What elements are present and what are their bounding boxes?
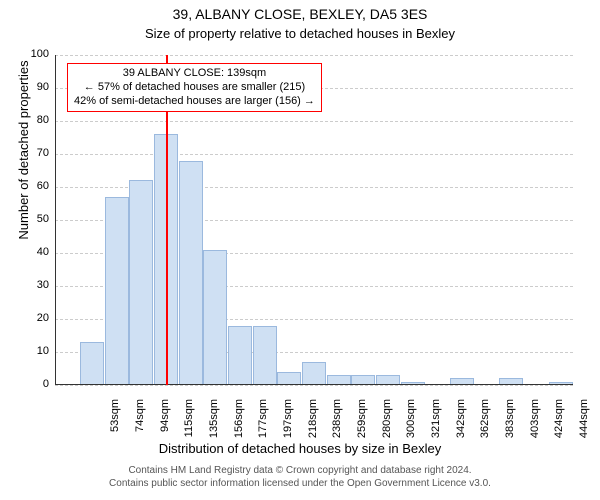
x-axis-line bbox=[55, 384, 573, 385]
histogram-bar bbox=[253, 326, 277, 385]
x-tick-label: 362sqm bbox=[479, 399, 491, 449]
callout-line: 39 ALBANY CLOSE: 139sqm bbox=[74, 67, 315, 81]
x-tick-label: 300sqm bbox=[405, 399, 417, 449]
chart-title: 39, ALBANY CLOSE, BEXLEY, DA5 3ES bbox=[0, 6, 600, 22]
x-tick-label: 53sqm bbox=[109, 399, 121, 449]
x-tick-label: 218sqm bbox=[307, 399, 319, 449]
y-tick-label: 0 bbox=[23, 378, 49, 390]
histogram-bar bbox=[302, 362, 326, 385]
histogram-bar bbox=[80, 342, 104, 385]
x-tick-label: 383sqm bbox=[504, 399, 516, 449]
x-tick-label: 135sqm bbox=[208, 399, 220, 449]
x-tick-label: 238sqm bbox=[331, 399, 343, 449]
x-tick-label: 115sqm bbox=[183, 399, 195, 449]
x-tick-label: 197sqm bbox=[282, 399, 294, 449]
y-tick-label: 30 bbox=[23, 279, 49, 291]
gridline bbox=[55, 385, 573, 386]
callout-line: ← 57% of detached houses are smaller (21… bbox=[74, 81, 315, 95]
x-tick-label: 403sqm bbox=[529, 399, 541, 449]
footer-attribution: Contains HM Land Registry data © Crown c… bbox=[0, 465, 600, 490]
y-tick-label: 10 bbox=[23, 345, 49, 357]
y-tick-label: 100 bbox=[23, 48, 49, 60]
x-tick-label: 280sqm bbox=[381, 399, 393, 449]
y-axis-line bbox=[55, 55, 56, 385]
y-tick-label: 50 bbox=[23, 213, 49, 225]
y-tick-label: 80 bbox=[23, 114, 49, 126]
y-tick-label: 20 bbox=[23, 312, 49, 324]
x-tick-label: 424sqm bbox=[553, 399, 565, 449]
x-tick-label: 321sqm bbox=[430, 399, 442, 449]
x-tick-label: 444sqm bbox=[578, 399, 590, 449]
histogram-bar bbox=[129, 180, 153, 385]
chart-container: 39, ALBANY CLOSE, BEXLEY, DA5 3ES Size o… bbox=[0, 0, 600, 500]
y-tick-label: 40 bbox=[23, 246, 49, 258]
histogram-bar bbox=[228, 326, 252, 385]
x-tick-label: 177sqm bbox=[257, 399, 269, 449]
y-tick-label: 60 bbox=[23, 180, 49, 192]
histogram-bar bbox=[203, 250, 227, 385]
callout-line: 42% of semi-detached houses are larger (… bbox=[74, 95, 315, 109]
gridline bbox=[55, 55, 573, 56]
footer-line: Contains HM Land Registry data © Crown c… bbox=[0, 465, 600, 478]
histogram-bar bbox=[179, 161, 203, 385]
footer-line: Contains public sector information licen… bbox=[0, 478, 600, 491]
x-tick-label: 259sqm bbox=[356, 399, 368, 449]
y-tick-label: 90 bbox=[23, 81, 49, 93]
x-tick-label: 74sqm bbox=[134, 399, 146, 449]
marker-callout: 39 ALBANY CLOSE: 139sqm← 57% of detached… bbox=[67, 63, 322, 112]
x-tick-label: 94sqm bbox=[159, 399, 171, 449]
y-tick-label: 70 bbox=[23, 147, 49, 159]
gridline bbox=[55, 154, 573, 155]
x-tick-label: 156sqm bbox=[233, 399, 245, 449]
histogram-bar bbox=[105, 197, 129, 385]
gridline bbox=[55, 121, 573, 122]
x-tick-label: 342sqm bbox=[455, 399, 467, 449]
chart-subtitle: Size of property relative to detached ho… bbox=[0, 26, 600, 41]
